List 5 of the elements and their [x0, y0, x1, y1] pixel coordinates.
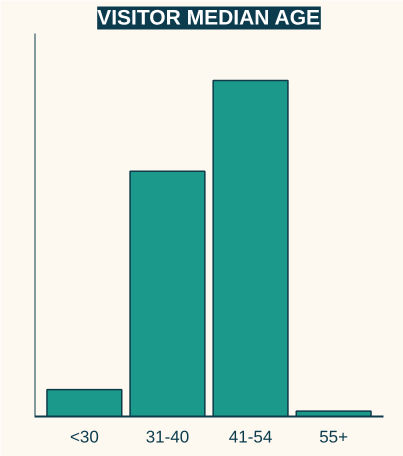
x-tick-label: 55+ [319, 428, 348, 446]
x-tick-label: <30 [70, 428, 99, 446]
x-tick-label: 31-40 [146, 428, 190, 446]
chart-title: VISITOR MEDIAN AGE [97, 6, 320, 30]
x-tick-label: 41-54 [228, 428, 272, 446]
